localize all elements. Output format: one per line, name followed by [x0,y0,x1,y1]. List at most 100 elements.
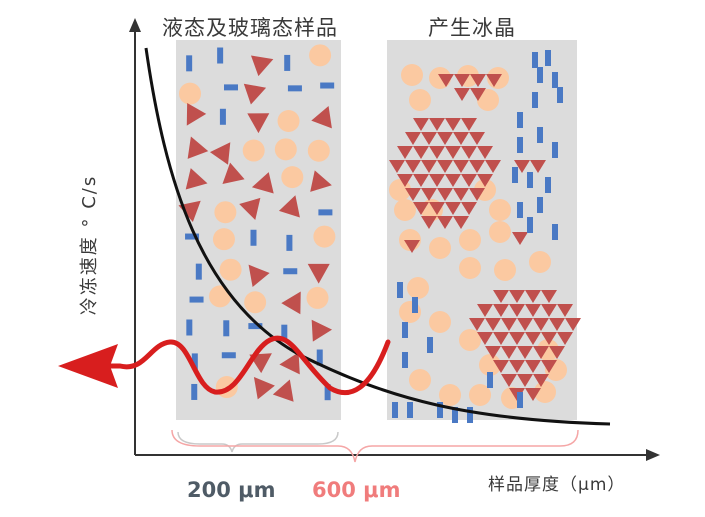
ice-crystal-triangle [454,74,470,87]
ice-crystal-triangle [453,160,469,173]
ice-crystal-triangle [429,174,445,187]
ice-crystal-triangle [501,346,517,359]
water-molecule-circle [214,201,237,224]
ice-crystal-triangle [517,374,533,387]
brace-600 [171,429,579,463]
ice-crystal-triangle [525,332,541,345]
ice-crystal-triangle [405,188,421,201]
solute-triangle [281,291,301,315]
ice-crystal-triangle [565,318,581,331]
ice-crystal-triangle [453,188,469,201]
ice-crystal-triangle [525,360,541,373]
ion-rectangle [283,268,298,275]
ice-crystal-triangle [517,318,533,331]
ion-rectangle [286,234,293,251]
ion-rectangle [545,177,551,193]
ice-crystal-triangle [453,216,469,229]
ion-rectangle [287,85,302,92]
ice-crystal-triangle [493,360,509,373]
ion-rectangle [532,92,538,108]
solute-triangle [209,142,231,165]
water-molecule-circle [313,225,336,248]
water-molecule-circle [219,258,242,281]
ion-rectangle [517,112,523,128]
heat-wave-arrow-head [58,344,118,388]
ice-crystal-triangle [541,290,557,303]
heat-wave-arrow [107,335,391,395]
water-molecule-circle [277,109,300,132]
solute-triangle [186,102,207,126]
ion-rectangle [316,349,323,366]
water-molecule-circle [429,237,451,259]
ice-crystal-triangle [470,88,486,101]
water-molecule-circle [309,44,332,67]
ice-crystal-triangle [454,88,470,101]
ice-crystal-triangle [485,160,501,173]
ion-rectangle [223,320,230,337]
water-molecule-circle [459,229,481,251]
solute-triangle [251,172,274,194]
ion-rectangle [527,217,533,233]
ice-crystal-triangle [493,290,509,303]
solute-triangle [279,352,300,375]
axes [129,18,660,461]
ion-rectangle [397,282,403,298]
ion-rectangle [217,47,224,64]
ion-rectangle [517,392,523,408]
water-molecule-circle [534,381,556,403]
water-molecule-circle [409,89,431,111]
water-molecule-circle [489,199,511,221]
solute-triangle [248,264,270,287]
water-molecule-circle [429,311,451,333]
ion-rectangle [248,323,263,330]
ion-rectangle [186,55,193,72]
ice-crystal-triangle [421,160,437,173]
dimension-600-label: 600 μm [312,478,401,502]
water-molecule-circle [274,138,297,161]
water-molecule-circle [244,291,267,314]
water-molecule-circle [479,354,501,376]
water-molecule-circle [459,329,481,351]
ice-crystal-triangle [470,74,486,87]
ice-crystal-triangle [413,146,429,159]
brace-200 [177,431,339,453]
ice-crystal-triangle [501,318,517,331]
ion-rectangle [452,407,458,423]
solute-triangle [247,113,270,134]
ion-rectangle [487,372,493,388]
ice-crystal-triangle [405,160,421,173]
ion-rectangle [221,352,236,359]
x-axis-arrow [646,449,660,461]
ion-rectangle [427,337,433,353]
solute-triangle [222,162,245,184]
water-molecule-circle [179,82,202,105]
ice-crystal-triangle [437,188,453,201]
ice-crystal-triangle [485,346,501,359]
ion-rectangle [512,167,518,183]
solute-triangle [253,377,275,400]
ion-rectangle [537,127,543,143]
water-molecule-circle [407,277,429,299]
ice-crystal-triangle [514,160,530,173]
y-axis-arrow [129,18,141,32]
water-molecule-circle [242,139,265,162]
ice-crystal-triangle [533,374,549,387]
water-molecule-circle [306,286,329,309]
ice-crystal-triangle [509,304,525,317]
ice-crystal-triangle [501,374,517,387]
ice-crystal-triangle [469,318,485,331]
ice-crystal-triangle [421,188,437,201]
ion-rectangle [324,384,331,401]
ion-rectangle [537,67,543,83]
ice-crystal-triangle [493,332,509,345]
water-molecule-circle [212,228,235,251]
solute-triangle [272,379,294,402]
water-molecule-circle [394,199,416,221]
water-molecule-circle [439,384,461,406]
water-molecule-circle [307,139,330,162]
ion-rectangle [557,87,563,103]
ice-crystal-triangle [445,118,461,131]
water-molecule-circle [494,259,516,281]
water-molecule-circle [459,257,481,279]
ice-crystal-triangle [438,74,454,87]
